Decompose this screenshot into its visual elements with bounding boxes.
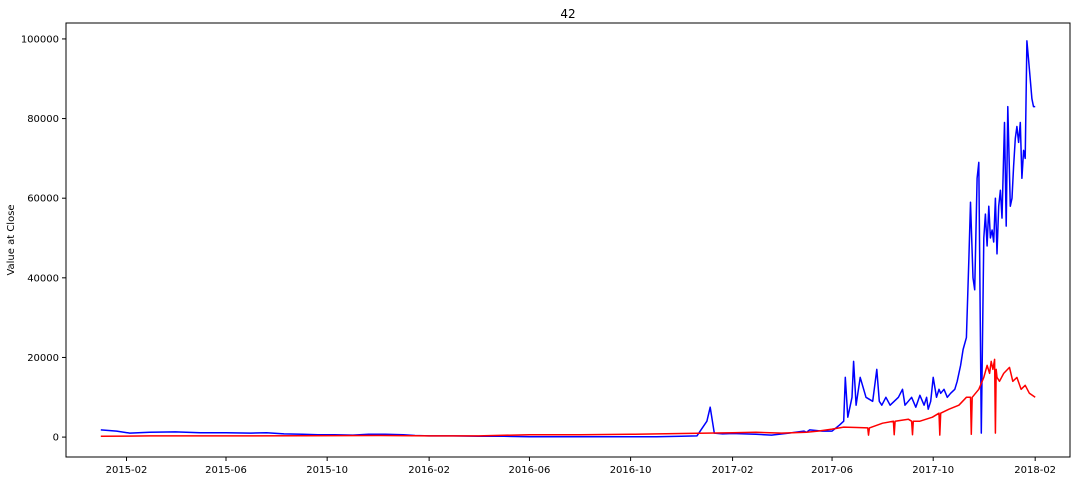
y-axis: 0 20000 40000 60000 80000 100000	[21, 34, 66, 444]
x-tick-label: 2017-02	[712, 465, 754, 476]
y-tick-label: 100000	[21, 34, 59, 45]
x-tick-label: 2018-02	[1014, 465, 1056, 476]
y-tick-label: 80000	[27, 114, 59, 125]
x-tick-label: 2017-10	[912, 465, 954, 476]
chart-title: 42	[560, 7, 575, 21]
y-tick-label: 60000	[27, 194, 59, 205]
y-tick-label: 40000	[27, 273, 59, 284]
x-tick-label: 2015-06	[205, 465, 247, 476]
series-layer	[100, 40, 1036, 438]
x-tick-label: 2017-06	[811, 465, 853, 476]
x-axis: 2015-02 2015-06 2015-10 2016-02 2016-06 2016-…	[106, 457, 1056, 476]
series-line-red	[100, 358, 1036, 438]
x-tick-label: 2016-10	[610, 465, 652, 476]
x-tick-label: 2016-02	[408, 465, 450, 476]
y-tick-label: 20000	[27, 353, 59, 364]
plot-area-frame	[65, 22, 1071, 458]
y-axis-label: Value at Close	[6, 204, 17, 275]
x-tick-label: 2016-06	[509, 465, 551, 476]
y-tick-label: 0	[53, 433, 59, 444]
x-tick-label: 2015-10	[306, 465, 348, 476]
series-line-blue	[100, 40, 1036, 438]
x-tick-label: 2015-02	[106, 465, 148, 476]
